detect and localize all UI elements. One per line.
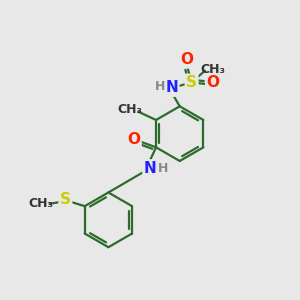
Text: H: H: [158, 162, 169, 175]
Text: N: N: [144, 160, 157, 175]
Text: CH₃: CH₃: [117, 103, 142, 116]
Text: S: S: [186, 75, 197, 90]
Text: CH₃: CH₃: [28, 197, 53, 210]
Text: O: O: [181, 52, 194, 67]
Text: CH₃: CH₃: [201, 63, 226, 76]
Text: N: N: [165, 80, 178, 95]
Text: S: S: [60, 192, 71, 207]
Text: O: O: [206, 75, 220, 90]
Text: H: H: [154, 80, 165, 93]
Text: O: O: [127, 132, 140, 147]
